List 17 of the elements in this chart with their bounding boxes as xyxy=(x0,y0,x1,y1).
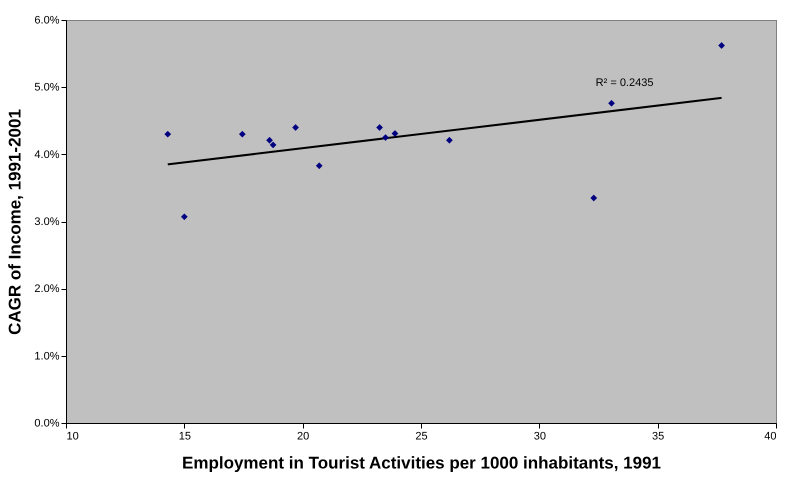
y-tick-label: 4.0% xyxy=(34,148,60,161)
x-tick-label: 20 xyxy=(297,430,310,442)
x-tick-label: 25 xyxy=(415,430,428,442)
x-tick-label: 30 xyxy=(534,430,546,442)
y-tick-label: 6.0% xyxy=(34,14,60,26)
annotation: R² = 0.2435 xyxy=(596,76,654,89)
y-tick-label: 3.0% xyxy=(34,216,60,228)
x-tick-label: 15 xyxy=(178,430,191,442)
y-tick-label: 1.0% xyxy=(34,350,60,362)
x-axis-title: Employment in Tourist Activities per 1000 inhabitants, 1991 xyxy=(182,454,661,472)
x-tick-label: 10 xyxy=(66,430,79,442)
x-tick-label: 35 xyxy=(652,430,664,442)
y-tick-label: 0.0% xyxy=(34,418,60,430)
y-tick-label: 2.0% xyxy=(34,283,60,296)
y-axis-title: CAGR of Income, 1991-2001 xyxy=(5,109,24,335)
x-tick-label: 40 xyxy=(764,430,776,442)
y-tick-label: 5.0% xyxy=(34,82,60,94)
